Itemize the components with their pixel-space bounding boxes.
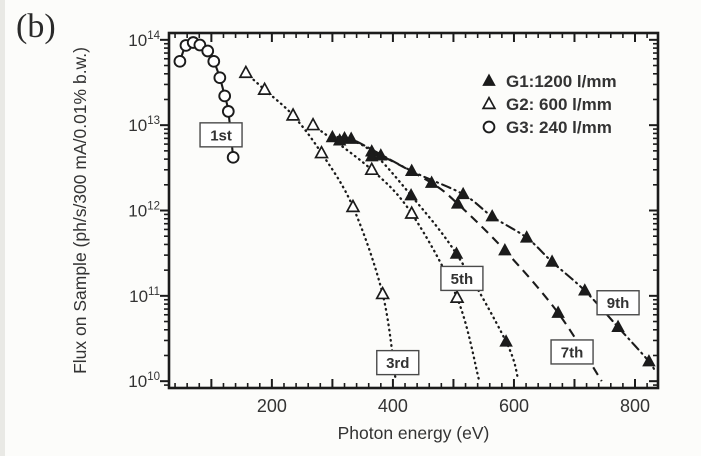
x-tick-label: 600: [499, 396, 529, 416]
triangle-filled-marker: [498, 243, 512, 256]
triangle-open-marker: [375, 285, 390, 300]
series-5th-harmonic-G2: [305, 116, 481, 381]
order-label-box: [376, 349, 420, 376]
order-label-box: [596, 290, 640, 316]
triangle-filled-marker: [499, 334, 513, 347]
order-label-box: [440, 265, 484, 292]
triangle-filled-marker: [449, 246, 464, 259]
x-tick-label: 400: [378, 396, 408, 416]
triangle-filled-marker: [450, 196, 465, 209]
triangle-filled-marker: [551, 305, 565, 318]
y-axis-title: Flux on Sample (ph/s/300 mA/0.01% b.w.): [70, 47, 90, 374]
series-line-3rd-G2: [244, 71, 397, 379]
triangle-filled-marker: [545, 254, 559, 267]
scan-edge-artifact: [0, 0, 5, 456]
series-line-5th-G2: [311, 124, 481, 381]
order-label-7th: 7th: [561, 344, 584, 361]
order-label-box: [550, 339, 594, 365]
triangle-filled-marker: [485, 209, 499, 222]
legend-label-2: G2: 600 l/mm: [506, 95, 612, 114]
triangle-filled-marker: [404, 188, 418, 201]
series-line-5th-G1: [331, 135, 520, 381]
triangle-filled-marker: [482, 73, 496, 86]
triangle-filled-marker: [519, 230, 534, 243]
x-axis-title: Photon energy (eV): [338, 423, 490, 443]
triangle-open-marker: [285, 107, 301, 121]
triangle-filled-marker: [456, 186, 470, 200]
y-tick-label: 1013: [128, 115, 160, 135]
triangle-filled-marker: [364, 148, 379, 162]
triangle-filled-marker: [404, 163, 419, 176]
series-1st-harmonic-G3: [173, 36, 240, 164]
triangle-filled-marker: [344, 131, 358, 144]
triangle-open-marker: [305, 116, 321, 131]
order-label-3rd: 3rd: [386, 355, 409, 372]
order-label-5th: 5th: [451, 271, 474, 288]
series-9th-harmonic-G1: [332, 131, 657, 374]
series-3rd-harmonic-G2: [238, 64, 397, 379]
triangle-filled-marker: [332, 133, 347, 146]
panel-label: (b): [16, 8, 56, 45]
x-tick-label: 800: [620, 396, 650, 416]
triangle-open-marker: [449, 289, 465, 303]
circle-open-marker: [213, 71, 227, 85]
y-tick-label: 1011: [129, 286, 160, 306]
triangle-open-marker: [314, 144, 329, 159]
circle-open-marker: [173, 54, 187, 68]
y-tick-label: 1012: [128, 201, 160, 221]
x-tick-label: 200: [257, 396, 287, 416]
legend-label-3: G3: 240 l/mm: [506, 118, 612, 137]
legend-label-1: G1:1200 l/mm: [506, 72, 617, 91]
triangle-filled-marker: [611, 319, 625, 333]
triangle-open-marker: [257, 81, 272, 96]
circle-open-marker: [207, 54, 221, 68]
triangle-open-marker: [345, 198, 361, 213]
order-label-1st: 1st: [210, 127, 232, 144]
series-7th-harmonic-G1: [364, 148, 603, 382]
triangle-filled-marker: [424, 175, 439, 188]
triangle-open-marker: [404, 205, 420, 219]
order-label-box: [199, 122, 243, 148]
triangle-filled-marker: [325, 129, 340, 143]
triangle-open-marker: [481, 95, 497, 110]
series-line-9th-G1: [338, 135, 657, 374]
circle-open-marker: [482, 120, 496, 134]
series-line-7th-G1: [371, 152, 603, 382]
circle-open-marker: [226, 150, 240, 164]
triangle-open-marker: [364, 161, 380, 176]
triangle-open-marker: [238, 64, 254, 79]
circle-open-marker: [201, 44, 215, 58]
triangle-filled-marker: [578, 283, 592, 296]
circle-open-marker: [218, 89, 232, 103]
y-tick-label: 1010: [128, 371, 160, 391]
legend: G1:1200 l/mm G2: 600 l/mm G3: 240 l/mm: [481, 72, 617, 137]
triangle-filled-marker: [642, 354, 656, 367]
order-label-9th: 9th: [607, 295, 630, 312]
circle-open-marker: [221, 105, 235, 118]
series-5th-harmonic-G1: [325, 129, 520, 381]
y-tick-label: 1014: [128, 30, 160, 50]
